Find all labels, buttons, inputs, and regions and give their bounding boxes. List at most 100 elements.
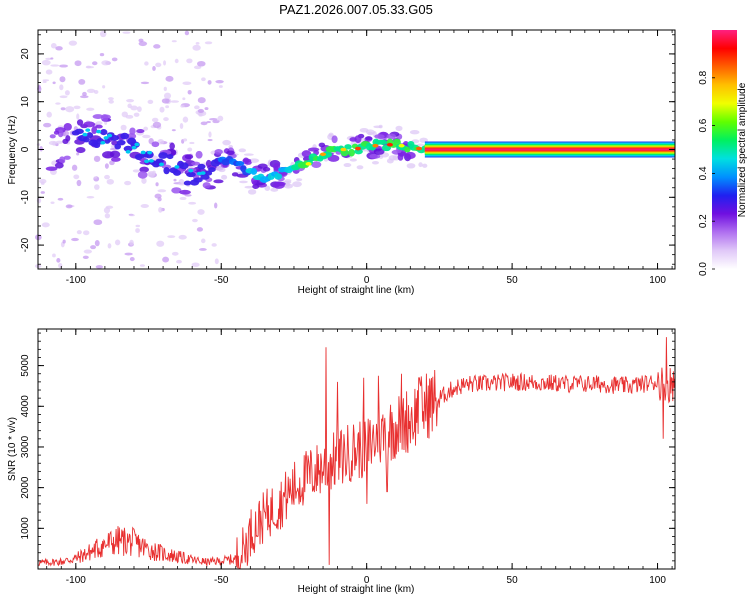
spectrogram-noise-cell: [95, 121, 103, 125]
spectrogram-noise-cell: [130, 105, 138, 111]
spectrogram-peak-cell: [144, 159, 150, 164]
spectrogram-signal-cell: [374, 134, 385, 139]
colorbar-label: Normalized spectral amplitude: [737, 82, 748, 217]
spectrogram-noise-cell: [201, 77, 206, 82]
spectrogram-noise-cell: [120, 124, 127, 131]
spectrogram-signal-cell: [378, 139, 388, 145]
spectrogram-signal-cell: [82, 136, 90, 143]
spectrogram-peak-cell: [103, 136, 109, 140]
spectrogram-signal-cell: [58, 156, 66, 164]
spectrogram-noise-cell: [204, 107, 209, 110]
spectrogram-noise-cell: [197, 60, 206, 67]
spectrogram-signal-cell: [193, 177, 203, 183]
spectrogram-noise-cell: [416, 143, 425, 147]
spectrogram-noise-cell: [64, 90, 70, 96]
snr-x-tick-label: 100: [649, 575, 666, 586]
spectrogram-noise-cell: [163, 92, 172, 99]
spectrogram-noise-cell: [183, 138, 188, 142]
spectrogram-noise-cell: [143, 126, 149, 131]
spectrogram-noise-cell: [212, 119, 220, 124]
spectrogram-peak-cell: [131, 145, 137, 150]
spectrogram-noise-cell: [73, 174, 80, 180]
spectrogram-signal-cell: [166, 154, 174, 160]
spectrogram-noise-cell: [36, 197, 42, 204]
spectrogram-noise-cell: [406, 163, 416, 169]
spectrogram-noise-cell: [158, 207, 163, 213]
spectrogram-peak-cell: [340, 147, 347, 152]
spectrogram-noise-cell: [161, 98, 170, 104]
spectrogram-noise-cell: [73, 105, 81, 110]
spectrogram-noise-cell: [46, 111, 52, 118]
spectrogram-noise-cell: [99, 30, 107, 38]
spectrogram-noise-cell: [132, 169, 140, 173]
spectrogram-noise-cell: [86, 88, 96, 94]
spectrogram-signal-cell: [191, 161, 201, 166]
spectrogram-noise-cell: [144, 61, 149, 66]
spectrogram-signal-cell: [369, 153, 381, 159]
spectrogram-noise-cell: [152, 65, 156, 71]
spectrogram-peak-cell: [196, 171, 202, 176]
spectrogram-noise-cell: [249, 158, 260, 163]
spectrogram-noise-cell: [104, 213, 111, 219]
colorbar-gradient: [712, 30, 737, 269]
spectrogram-noise-cell: [176, 259, 182, 264]
spectrogram-noise-cell: [68, 40, 78, 46]
snr-plot-area: [38, 329, 675, 569]
spectrogram-noise-cell: [71, 164, 78, 171]
spectrogram-noise-cell: [167, 235, 176, 239]
spectrogram-noise-cell: [155, 182, 159, 187]
spectrogram-noise-cell: [165, 75, 174, 82]
spectrogram-signal-cell: [252, 184, 260, 190]
spectrogram-noise-cell: [170, 100, 180, 103]
spectrogram-noise-cell: [105, 205, 114, 209]
spectrogram-noise-cell: [207, 80, 212, 85]
spectrogram-noise-cell: [147, 99, 154, 104]
spectrogram-signal-cell: [116, 139, 126, 146]
spectrogram-noise-cell: [356, 165, 364, 170]
spectrogram-noise-cell: [157, 197, 162, 202]
spectrogram-signal-cell: [262, 166, 271, 172]
spectrogram-noise-cell: [243, 153, 254, 156]
spectrogram-noise-cell: [204, 41, 213, 45]
spectrogram-tone-band: [424, 148, 675, 151]
spectrogram-signal-cell: [65, 135, 71, 142]
spectrogram-signal-cell: [92, 114, 104, 119]
spectrogram-signal-cell: [110, 157, 121, 162]
spectrogram-signal-cell: [129, 127, 136, 135]
spectrogram-signal-cell: [184, 154, 194, 160]
spectrogram-y-tick-label: 0: [20, 146, 31, 152]
spectrogram-signal-cell: [75, 147, 86, 154]
spectrogram-noise-cell: [284, 179, 292, 183]
spectrogram-noise-cell: [76, 152, 80, 156]
spectrogram-noise-cell: [90, 245, 97, 250]
spectrogram-noise-cell: [187, 147, 193, 152]
spectrogram-noise-cell: [194, 105, 200, 110]
spectrogram-noise-cell: [50, 201, 55, 204]
spectrogram-noise-cell: [196, 227, 204, 232]
spectrogram-noise-cell: [238, 148, 247, 153]
spectrogram-noise-cell: [222, 139, 231, 146]
spectrogram-noise-cell: [43, 122, 52, 128]
spectrogram-signal-cell: [158, 152, 168, 159]
spectrogram-noise-cell: [180, 104, 185, 108]
spectrogram-noise-cell: [141, 177, 147, 184]
spectrogram-signal-cell: [202, 182, 211, 189]
spectrogram-noise-cell: [153, 44, 161, 49]
spectrogram-noise-cell: [163, 86, 167, 92]
spectrogram-noise-cell: [74, 60, 82, 67]
snr-x-axis-label: Height of straight line (km): [298, 584, 415, 595]
spectrogram-noise-cell: [221, 174, 228, 180]
spectrogram-peak-cell: [96, 129, 102, 134]
spectrogram-peak-cell: [148, 159, 154, 163]
spectrogram-signal-cell: [392, 138, 401, 146]
spectrogram-signal-cell: [318, 142, 326, 148]
spectrogram-noise-cell: [173, 178, 177, 182]
spectrogram-noise-cell: [56, 257, 61, 263]
snr-y-tick-label: 2000: [20, 476, 31, 499]
spectrogram-peak-cell: [85, 128, 91, 132]
spectrogram-signal-cell: [120, 132, 129, 140]
spectrogram-noise-cell: [71, 237, 79, 242]
spectrogram-noise-cell: [104, 163, 109, 169]
spectrogram-noise-cell: [122, 31, 131, 34]
